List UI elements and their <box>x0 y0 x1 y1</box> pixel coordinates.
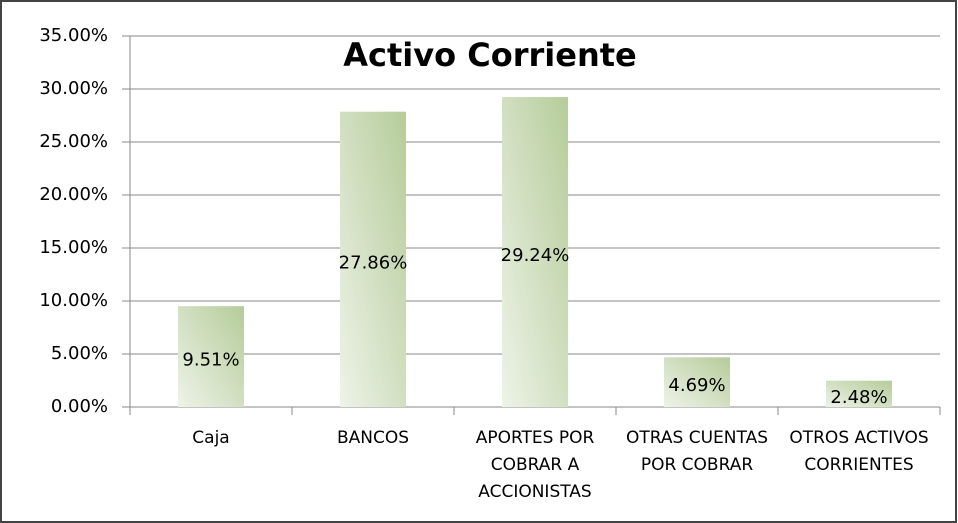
x-tick-label-box: Caja <box>192 428 230 448</box>
y-tick-label: 35.00% <box>39 25 108 46</box>
x-tick-label: BANCOS <box>336 428 410 448</box>
bar <box>340 111 406 408</box>
y-tick-label: 15.00% <box>39 237 108 258</box>
bar <box>502 97 568 407</box>
bar <box>664 357 730 407</box>
x-tick-label-box: BANCOS <box>336 428 410 448</box>
data-label: 9.51% <box>182 350 239 371</box>
bar <box>178 306 244 407</box>
data-label: 2.48% <box>830 387 887 408</box>
y-tick-label: 25.00% <box>39 131 108 152</box>
x-tick-label: OTRAS CUENTAS POR COBRAR <box>626 428 768 475</box>
y-tick-label: 5.00% <box>51 343 108 364</box>
y-tick-label: 0.00% <box>51 396 108 417</box>
chart-title: Activo Corriente <box>343 36 636 74</box>
x-tick-label: APORTES POR COBRAR A ACCIONISTAS <box>475 428 595 502</box>
x-tick-label: OTROS ACTIVOS CORRIENTES <box>789 428 929 475</box>
y-tick-label: 30.00% <box>39 78 108 99</box>
y-tick-label: 20.00% <box>39 184 108 205</box>
x-tick-label-box: OTRAS CUENTAS POR COBRAR <box>626 428 768 475</box>
x-tick-label-box: APORTES POR COBRAR A ACCIONISTAS <box>475 428 595 502</box>
data-label: 29.24% <box>501 245 570 266</box>
data-label: 4.69% <box>668 375 725 396</box>
x-tick-label: Caja <box>192 428 230 448</box>
data-label: 27.86% <box>339 252 408 273</box>
x-tick-label-box: OTROS ACTIVOS CORRIENTES <box>789 428 929 475</box>
y-tick-label: 10.00% <box>39 290 108 311</box>
bar <box>826 380 892 407</box>
